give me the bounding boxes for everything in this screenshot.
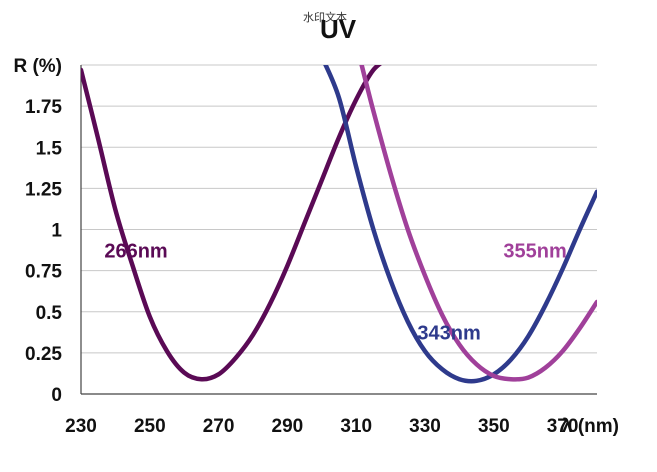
series-line-266nm: [81, 65, 382, 382]
y-tick-label: 0.5: [36, 303, 63, 324]
series-label-266nm: 266nm: [104, 240, 167, 262]
x-tick-labels: 230 250 270 290 310 330 350 370: [65, 416, 578, 437]
x-tick-label: 350: [478, 416, 510, 437]
y-tick-label: 0.75: [25, 262, 62, 283]
axes: [80, 65, 597, 395]
series-label-343nm: 343nm: [417, 323, 480, 345]
x-axis-label: λ (nm): [562, 416, 619, 437]
x-tick-label: 270: [203, 416, 235, 437]
x-tick-label: 230: [65, 416, 97, 437]
y-tick-label: 0: [51, 385, 62, 406]
grid-lines: [81, 64, 597, 354]
x-tick-label: 250: [134, 416, 166, 437]
x-tick-label: 330: [409, 416, 441, 437]
y-tick-label: 1.5: [36, 138, 63, 159]
chart-title: UV: [320, 14, 357, 44]
series-line-343nm: [323, 65, 597, 384]
series-line-355nm: [359, 65, 597, 382]
y-axis-label: R (%): [13, 56, 62, 77]
y-tick-label: 0.25: [25, 344, 62, 365]
x-tick-label: 310: [340, 416, 372, 437]
y-tick-label: 1: [51, 221, 62, 242]
watermark-text: 水印文本: [303, 11, 347, 24]
y-tick-labels: 0 0.25 0.5 0.75 1 1.25 1.5 1.75 R (%): [13, 56, 62, 406]
y-tick-label: 1.25: [25, 179, 62, 200]
series-labels: 266nm 343nm 355nm: [104, 240, 566, 344]
y-tick-label: 1.75: [25, 97, 62, 118]
x-tick-label: 370: [547, 416, 579, 437]
x-tick-label: 290: [272, 416, 304, 437]
series-lines: [81, 65, 597, 384]
series-label-355nm: 355nm: [503, 240, 566, 262]
